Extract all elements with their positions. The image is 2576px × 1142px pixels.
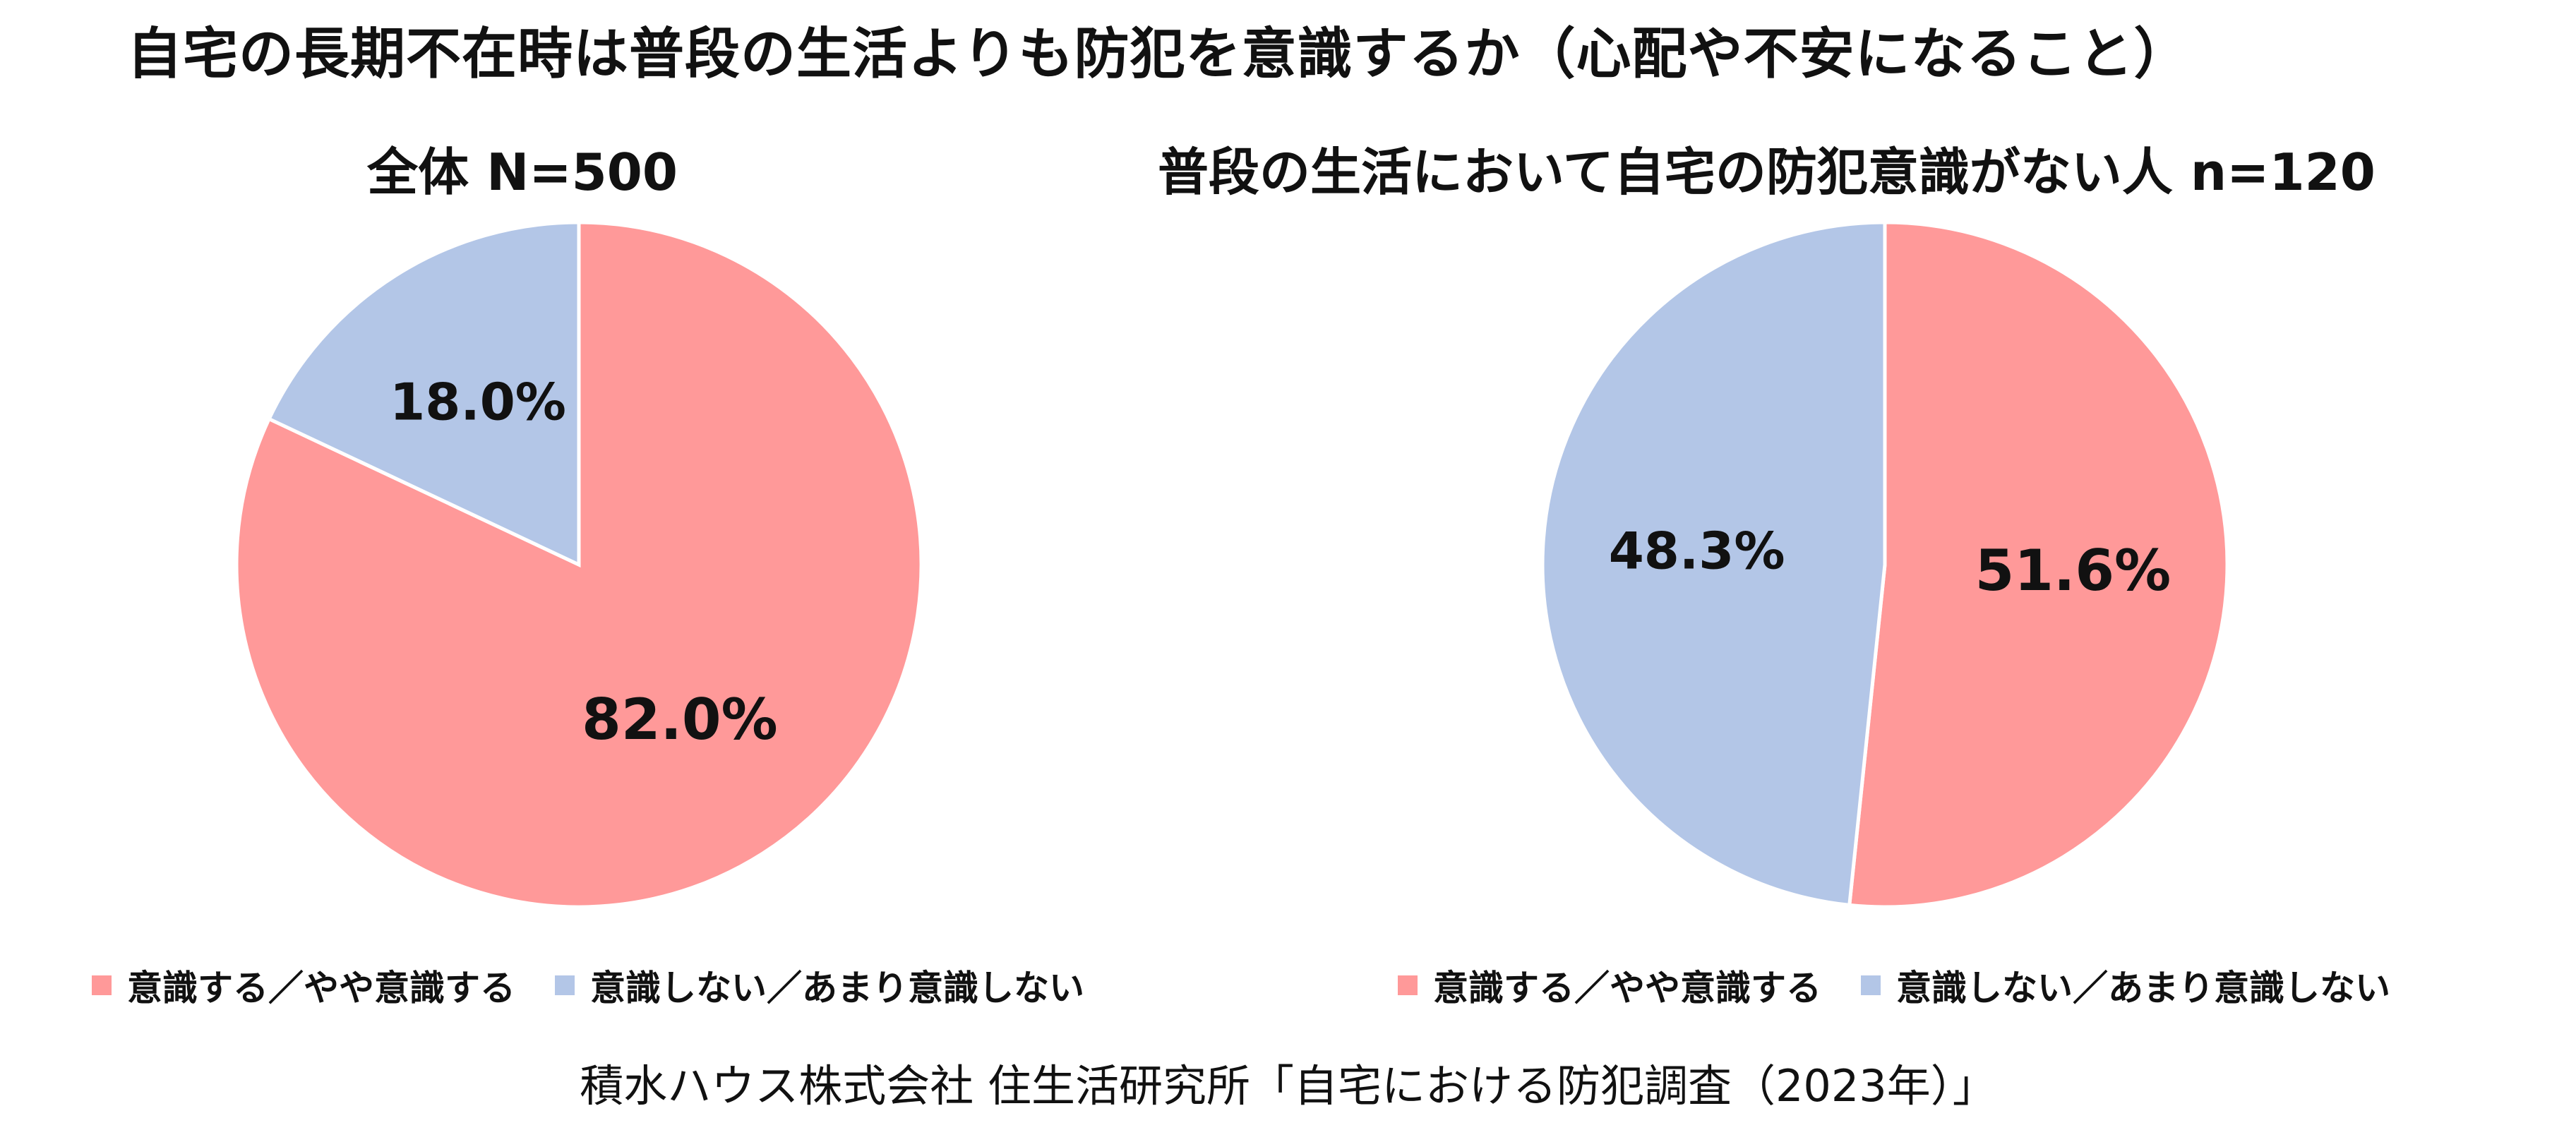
chart2-legend: 意識する／やや意識する 意識しない／あまり意識しない [1398, 960, 2430, 1011]
legend-item-aware: 意識する／やや意識する [92, 960, 515, 1011]
legend-swatch-not-aware [1861, 975, 1881, 995]
legend-label-not-aware: 意識しない／あまり意識しない [590, 968, 1084, 1009]
data-label-not-aware: 18.0% [390, 372, 566, 431]
data-label-not-aware: 48.3% [1609, 522, 1785, 581]
chart2-title: 普段の生活において自宅の防犯意識がない人 n=120 [1158, 143, 2376, 202]
chart1-legend: 意識する／やや意識する 意識しない／あまり意識しない [92, 960, 1124, 1011]
legend-item-not-aware: 意識しない／あまり意識しない [555, 960, 1084, 1011]
legend-item-aware: 意識する／やや意識する [1398, 960, 1821, 1011]
legend-swatch-not-aware [555, 975, 575, 995]
legend-label-aware: 意識する／やや意識する [1433, 968, 1821, 1009]
pie-chart-unaware: 51.6% 48.3% [1540, 220, 2229, 909]
pie-slice-not-aware [1540, 220, 1887, 908]
legend-swatch-aware [92, 975, 112, 995]
data-label-aware: 51.6% [1975, 538, 2171, 603]
legend-swatch-aware [1398, 975, 1418, 995]
pie-slice-aware [1847, 220, 2229, 909]
legend-label-aware: 意識する／やや意識する [127, 968, 515, 1009]
legend-label-not-aware: 意識しない／あまり意識しない [1896, 968, 2390, 1009]
source-note: 積水ハウス株式会社 住生活研究所「自宅における防犯調査（2023年）」 [580, 1060, 1996, 1112]
data-label-aware: 82.0% [582, 687, 778, 752]
main-title: 自宅の長期不在時は普段の生活よりも防犯を意識するか（心配や不安になること） [127, 23, 2190, 86]
legend-item-not-aware: 意識しない／あまり意識しない [1861, 960, 2390, 1011]
chart1-title: 全体 N=500 [367, 143, 678, 202]
pie-chart-overall: 82.0% 18.0% [234, 220, 923, 909]
pie-slice-not-aware [266, 220, 581, 567]
